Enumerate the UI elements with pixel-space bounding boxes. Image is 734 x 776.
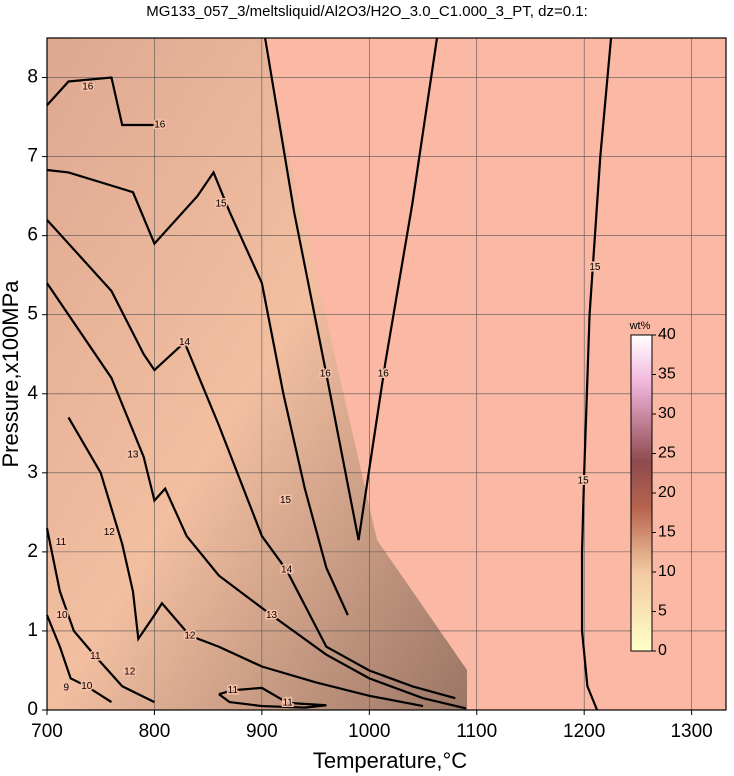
contour-label: 11 <box>90 651 101 662</box>
contour-label: 11 <box>56 537 67 548</box>
contour-line <box>46 219 456 700</box>
contour-line <box>46 282 467 710</box>
contour-label: 10 <box>81 681 93 692</box>
contour-line <box>264 37 439 541</box>
colorbar-tick-label: 25 <box>658 445 676 462</box>
contour-label: 11 <box>228 685 239 696</box>
colorbar <box>630 334 653 652</box>
x-tick-label: 1000 <box>348 721 390 742</box>
contour-label: 16 <box>378 369 390 380</box>
y-tick-label: 6 <box>27 225 38 246</box>
y-tick-label: 7 <box>27 146 38 167</box>
colorbar-tick-label: 0 <box>658 642 667 659</box>
colorbar-tick-label: 10 <box>658 563 676 580</box>
y-tick-label: 3 <box>27 462 38 483</box>
contour-label: 10 <box>56 610 68 621</box>
contour-line <box>45 527 155 704</box>
plot-frame <box>46 37 727 711</box>
x-axis-label: Temperature,°C <box>313 748 467 773</box>
field-shading <box>47 38 467 710</box>
contour-label: 15 <box>280 495 292 506</box>
x-tick-label: 700 <box>31 721 63 742</box>
x-tick-label: 1100 <box>456 721 497 742</box>
chart-title: MG133_057_3/meltsliquid/Al2O3/H2O_3.0_C1… <box>146 3 588 20</box>
plot-area: 16 16 16 16 15 15 15 15 14 14 13 13 12 12 12 11 11 11 11 10… <box>45 37 726 711</box>
contour-label: 13 <box>266 610 278 621</box>
x-tick-label: 800 <box>139 721 171 742</box>
contour-label: 12 <box>104 527 116 538</box>
y-axis-label: Pressure,x100MPa <box>0 280 23 468</box>
x-tick-label: 1200 <box>563 721 605 742</box>
x-tick-label: 1300 <box>670 721 712 742</box>
contour-label: 13 <box>127 449 139 460</box>
y-tick-label: 0 <box>27 699 38 720</box>
x-tick-label: 900 <box>246 721 278 742</box>
contour-line <box>46 76 166 127</box>
colorbar-label: wt% <box>629 320 651 332</box>
contour-label: 15 <box>589 262 601 273</box>
colorbar-tick-label: 20 <box>658 484 676 501</box>
colorbar-tick-label: 35 <box>658 366 676 383</box>
contour-label: 14 <box>281 565 293 576</box>
contour-label: 9 <box>64 683 70 694</box>
contour-line <box>46 168 349 616</box>
contour-line <box>67 416 424 708</box>
contour-label: 16 <box>154 120 166 131</box>
colorbar-tick-label: 15 <box>658 524 676 541</box>
contour-label: 15 <box>578 475 590 486</box>
colorbar-tick-label: 30 <box>658 405 676 422</box>
y-tick-label: 5 <box>27 304 38 325</box>
contour-label: 11 <box>282 698 293 709</box>
y-tick-label: 4 <box>27 383 38 404</box>
contour-line <box>218 686 327 709</box>
contour-label: 12 <box>184 630 196 641</box>
contour-line <box>45 614 113 704</box>
y-tick-label: 2 <box>27 541 38 562</box>
contour-label: 15 <box>215 199 227 210</box>
contour-label: 16 <box>320 369 332 380</box>
contour-label: 16 <box>82 82 94 93</box>
colorbar-tick-label: 40 <box>658 326 676 343</box>
contour-label: 12 <box>124 667 136 678</box>
contour-line <box>580 37 613 711</box>
contour-label: 14 <box>179 337 191 348</box>
y-tick-label: 8 <box>27 67 38 88</box>
y-tick-label: 1 <box>27 620 38 641</box>
colorbar-tick-label: 5 <box>658 603 667 620</box>
